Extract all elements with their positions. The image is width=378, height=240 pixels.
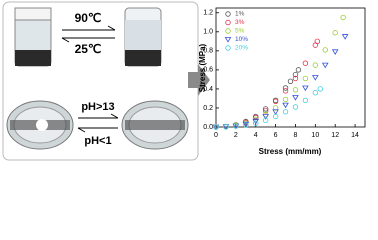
legend-label: 3%	[235, 19, 245, 26]
y-tick-label: 1.2	[203, 10, 213, 17]
vial-cap	[14, 7, 52, 21]
point	[262, 117, 269, 124]
point	[253, 120, 259, 126]
y-axis-title: Stress (MPa)	[198, 43, 207, 92]
point	[292, 104, 299, 110]
point	[272, 113, 279, 120]
point	[272, 105, 279, 111]
dish-band	[125, 120, 185, 130]
legend-marker	[225, 11, 231, 17]
figure: 90℃ 25℃ pH>13 pH<1 Stress (mm/mm) Stress…	[2, 1, 366, 161]
point	[332, 30, 338, 36]
vial-gel	[125, 20, 161, 50]
point	[302, 60, 309, 66]
point	[282, 109, 289, 115]
point	[272, 98, 279, 104]
x-axis-title: Stress (mm/mm)	[259, 147, 322, 156]
y-tick-label: 1.0	[203, 29, 213, 36]
y-tick-label: 0.0	[203, 124, 213, 131]
acid-label: pH<1	[84, 135, 111, 147]
point	[292, 75, 299, 82]
point	[282, 85, 289, 91]
legend-marker	[225, 19, 231, 26]
legend-marker	[225, 28, 231, 34]
point	[282, 88, 289, 94]
point	[272, 109, 279, 115]
point	[292, 87, 299, 93]
point	[312, 90, 319, 96]
arrow-head	[110, 113, 119, 119]
x-tick-label: 12	[331, 132, 339, 139]
x-tick-label: 2	[234, 132, 238, 139]
y-tick-label: 0.8	[203, 48, 213, 55]
point	[302, 85, 309, 92]
y-tick-label: 0.4	[203, 86, 213, 93]
point	[262, 106, 269, 112]
heat-label: 90℃	[75, 11, 102, 25]
point	[233, 123, 239, 129]
gel-dot	[36, 119, 48, 131]
x-tick-label: 4	[254, 132, 258, 139]
point	[287, 78, 294, 85]
legend-marker	[224, 37, 232, 43]
x-tick-label: 14	[351, 132, 359, 139]
point	[312, 75, 319, 81]
point	[223, 124, 229, 130]
cool-label: 25℃	[75, 42, 102, 56]
legend-label: 5%	[235, 28, 245, 35]
vial-base	[125, 50, 161, 66]
point	[253, 114, 259, 121]
point	[262, 114, 269, 120]
point	[317, 86, 323, 92]
point	[262, 108, 269, 114]
point	[331, 49, 339, 55]
x-tick-label: 8	[294, 132, 298, 139]
point	[213, 124, 219, 130]
point	[321, 62, 329, 69]
plot-frame	[215, 7, 366, 128]
legend-label: 20%	[235, 45, 248, 52]
point	[292, 71, 299, 78]
point	[242, 121, 250, 128]
arrow-head	[77, 127, 86, 133]
block-arrow	[188, 64, 210, 96]
point	[292, 95, 299, 101]
vial-base	[15, 50, 51, 66]
point	[282, 102, 289, 109]
arrow-head	[61, 37, 70, 43]
photo-panel: 90℃ 25℃ pH>13 pH<1	[2, 1, 199, 161]
point	[341, 34, 349, 40]
x-tick-label: 0	[214, 132, 218, 139]
y-tick-label: 0.2	[203, 105, 213, 112]
x-tick-label: 6	[274, 132, 278, 139]
legend-label: 10%	[235, 36, 248, 43]
point	[282, 96, 289, 103]
legend-marker	[225, 45, 231, 51]
arrow-head	[107, 25, 116, 31]
y-tick-label: 0.6	[203, 67, 213, 74]
legend-label: 1%	[235, 11, 245, 18]
point	[243, 122, 249, 128]
point	[302, 97, 309, 104]
point	[302, 75, 309, 82]
point	[314, 38, 321, 45]
point	[312, 62, 319, 68]
point	[295, 67, 302, 73]
x-tick-label: 10	[311, 132, 319, 139]
point	[340, 14, 346, 21]
point	[322, 47, 328, 53]
base-label: pH>13	[81, 101, 114, 113]
